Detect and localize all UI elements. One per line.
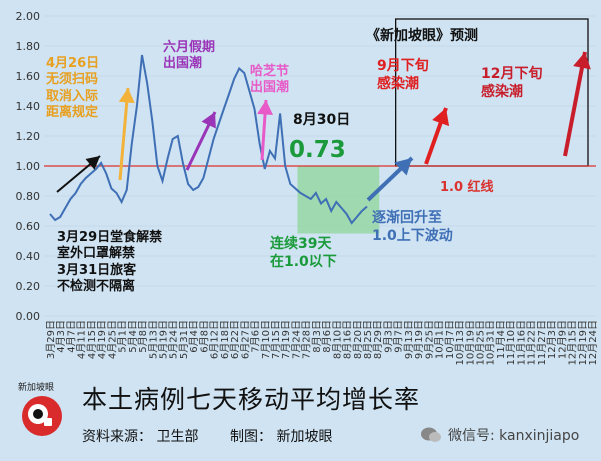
forecast-label-dec: 12月下旬 感染潮 (481, 66, 543, 100)
x-tick-label: 4月15日 (86, 320, 98, 359)
y-axis-ticks: 0.00 0.20 0.40 0.60 0.80 1.00 1.20 1.40 1.60 1.80… (16, 10, 41, 323)
y-tick-label: 2.00 (16, 10, 41, 23)
x-tick-label: 7月28日 (301, 320, 313, 359)
arrow-forecast-sept (424, 107, 450, 165)
x-tick-label: 10月7日 (444, 320, 456, 359)
x-tick-label: 8月16日 (342, 320, 354, 359)
x-tick-label: 8月20日 (352, 320, 364, 359)
watermark: 微信号: kanxinjiapo (420, 421, 598, 449)
x-tick-label: 6月8日 (198, 320, 210, 353)
y-tick-label: 1.40 (16, 100, 41, 113)
footer-maker: 制图： 新加坡眼 (230, 429, 333, 445)
x-tick-label: 9月7日 (393, 320, 405, 353)
growth-rate-line (49, 54, 368, 225)
watermark-text: 微信号: kanxinjiapo (448, 428, 580, 444)
y-tick-label: 0.00 (16, 310, 41, 323)
x-tick-label: 11月22日 (526, 320, 538, 365)
x-tick-label: 5月19日 (157, 320, 169, 359)
x-tick-label: 11月4日 (495, 320, 507, 359)
y-tick-label: 1.60 (16, 70, 41, 83)
y-tick-label: 0.80 (16, 190, 41, 203)
arrow-june-holiday (185, 111, 217, 171)
x-tick-label: 9月19日 (413, 320, 425, 359)
logo-icon (14, 380, 70, 452)
x-tick-label: 5月24日 (168, 320, 180, 359)
annotation-hari-raya: 哈芝节 出国潮 (250, 64, 290, 96)
arrow-forecast-dec (563, 51, 591, 157)
x-tick-label: 6月27日 (239, 320, 251, 359)
x-tick-label: 10月31日 (485, 320, 497, 365)
x-tick-label: 8月6日 (321, 320, 333, 353)
annotation-june-holiday: 六月假期 出国潮 (163, 40, 216, 72)
x-tick-label: 7月24日 (290, 320, 302, 359)
x-tick-label: 9月25日 (423, 320, 435, 359)
x-tick-label: 5月1日 (117, 320, 129, 353)
annotation-forecast-title: 《新加坡眼》预测 (366, 28, 478, 44)
wechat-icon (420, 426, 442, 444)
y-tick-label: 0.20 (16, 280, 41, 293)
x-tick-label: 12月15日 (567, 320, 579, 365)
y-tick-label: 1.00 (16, 160, 41, 173)
x-tick-label: 11月16日 (515, 320, 527, 365)
x-tick-label: 6月12日 (209, 320, 221, 359)
x-tick-label: 5月8日 (137, 320, 149, 353)
x-tick-label: 7月15日 (270, 320, 282, 359)
forecast-label-blue: 逐渐回升至 1.0上下波动 (372, 210, 453, 244)
x-tick-label: 4月7日 (65, 320, 77, 353)
x-tick-label: 10月1日 (434, 320, 446, 359)
arrow-mar29 (56, 155, 101, 193)
x-tick-label: 12月3日 (546, 320, 558, 359)
annotation-value: 0.73 (289, 137, 346, 163)
x-tick-label: 12月24日 (587, 320, 599, 365)
x-tick-label: 9月3日 (382, 320, 394, 353)
footer-title: 本土病例七天移动平均增长率 (82, 385, 421, 414)
x-tick-label: 9月13日 (403, 320, 415, 359)
reference-line-label: 1.0 红线 (440, 180, 494, 195)
x-tick-label: 11月10日 (505, 320, 517, 365)
y-tick-label: 1.20 (16, 130, 41, 143)
x-tick-label: 7月10日 (260, 320, 272, 359)
arrow-hari-raya (257, 99, 274, 161)
x-tick-label: 8月10日 (331, 320, 343, 359)
x-tick-label: 6月22日 (229, 320, 241, 359)
annotation-apr26: 4月26日 无须扫码 取消入际 距离规定 (46, 56, 100, 120)
x-tick-label: 7月6日 (250, 320, 262, 353)
x-tick-label: 12月9日 (556, 320, 568, 359)
y-tick-label: 1.80 (16, 40, 41, 53)
annotation-39-days: 连续39天 在1.0以下 (270, 236, 337, 270)
x-tick-label: 4月25日 (106, 320, 118, 359)
arrow-apr26 (118, 87, 135, 181)
x-tick-label: 7月19日 (280, 320, 292, 359)
x-tick-label: 8月25日 (362, 320, 374, 359)
x-tick-label: 8月29日 (372, 320, 384, 359)
x-tick-label: 4月3日 (55, 320, 67, 353)
x-tick-label: 5月4日 (127, 320, 139, 353)
below-one-highlight-box (297, 166, 380, 234)
arrow-forecast-blue (366, 156, 414, 202)
x-tick-label: 6月18日 (219, 320, 231, 359)
x-tick-label: 3月29日 (45, 320, 57, 359)
y-tick-label: 0.40 (16, 250, 41, 263)
annotation-aug30: 8月30日 (293, 112, 351, 128)
x-tick-label: 10月25日 (475, 320, 487, 365)
logo-text: 新加坡眼 (18, 383, 55, 393)
x-axis-ticks: 3月29日 4月3日 4月7日 4月11日 4月15日 4月19日 4月25日 5月1日 5月4… (45, 320, 599, 365)
annotation-mar29: 3月29日堂食解禁 室外口罩解禁 3月31日旅客 不检测不隔离 (57, 230, 163, 294)
x-tick-label: 11月27日 (536, 320, 548, 365)
x-tick-label: 4月19日 (96, 320, 108, 359)
y-tick-label: 0.60 (16, 220, 41, 233)
x-tick-label: 4月11日 (76, 320, 88, 359)
x-tick-label: 6月4日 (188, 320, 200, 353)
x-tick-label: 5月13日 (147, 320, 159, 359)
forecast-label-sept: 9月下旬 感染潮 (377, 58, 429, 92)
x-tick-label: 12月19日 (577, 320, 589, 365)
x-tick-label: 10月13日 (454, 320, 466, 365)
x-tick-label: 8月3日 (311, 320, 323, 353)
footer-source: 资料来源： 卫生部 (82, 429, 199, 445)
x-tick-label: 10月19日 (464, 320, 476, 365)
x-tick-label: 5月31日 (178, 320, 190, 359)
annotation-arrows (56, 51, 591, 202)
